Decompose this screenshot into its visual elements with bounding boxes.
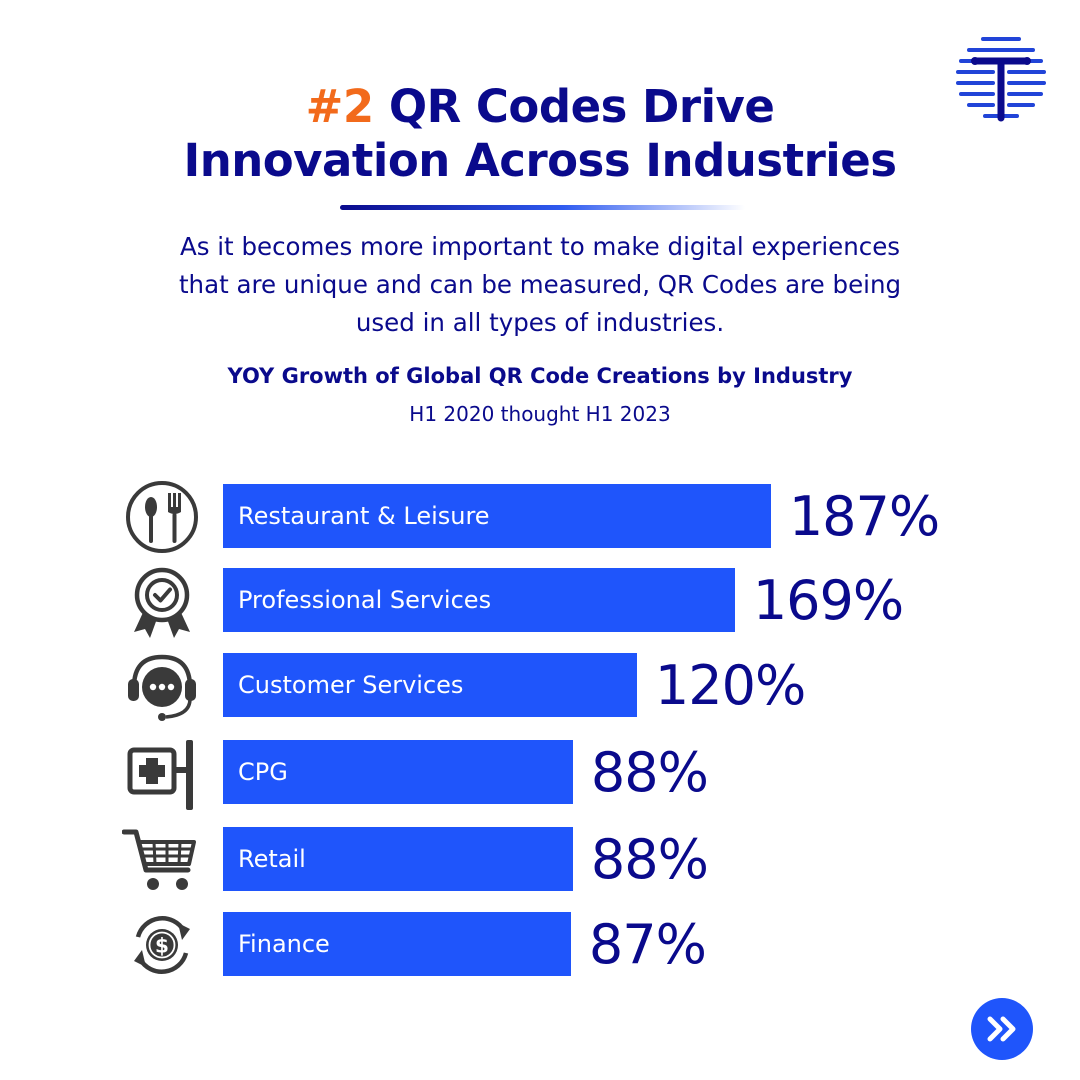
headline-line2: Innovation Across Industries xyxy=(183,134,897,187)
chart-title: YOY Growth of Global QR Code Creations b… xyxy=(227,364,853,388)
plate-fork-spoon-icon xyxy=(126,481,198,553)
chart-subtitle: H1 2020 thought H1 2023 xyxy=(409,402,671,426)
headset-support-icon xyxy=(128,654,196,721)
value-label: 88% xyxy=(590,741,709,804)
title-divider xyxy=(340,205,745,210)
dollar-cycle-icon: $ xyxy=(134,916,190,974)
page-title: #2 QR Codes Drive xyxy=(0,80,1080,134)
value-label: 169% xyxy=(752,569,904,632)
bar-finance xyxy=(223,912,571,976)
shopping-cart-icon xyxy=(122,829,196,890)
category-label: Finance xyxy=(238,930,330,958)
double-chevron-right-icon xyxy=(987,1016,1016,1042)
category-label: Restaurant & Leisure xyxy=(238,502,490,530)
description-line-2: that are unique and can be measured, QR … xyxy=(178,270,902,299)
description-line-3: used in all types of industries. xyxy=(355,308,725,337)
bar-customer-services xyxy=(223,653,637,717)
category-label: Customer Services xyxy=(238,671,464,699)
value-label: 187% xyxy=(788,485,940,548)
headline-number: #2 xyxy=(305,80,375,133)
bar-cpg xyxy=(223,740,573,804)
next-button[interactable] xyxy=(971,998,1033,1060)
value-label: 120% xyxy=(654,654,806,717)
award-badge-icon xyxy=(134,567,190,638)
category-label: Retail xyxy=(238,845,306,873)
description-line-1: As it becomes more important to make dig… xyxy=(179,232,901,261)
category-label: CPG xyxy=(238,758,288,786)
medical-sign-icon xyxy=(127,740,193,810)
category-label: Professional Services xyxy=(238,586,492,614)
svg-text:$: $ xyxy=(155,934,169,958)
value-label: 87% xyxy=(588,913,707,976)
headline-line1: QR Codes Drive xyxy=(373,80,775,133)
bar-professional-services xyxy=(223,568,735,632)
value-label: 88% xyxy=(590,828,709,891)
bar-restaurant-leisure xyxy=(223,484,771,548)
bar-retail xyxy=(223,827,573,891)
circuit-t-logo-icon xyxy=(956,37,1046,122)
